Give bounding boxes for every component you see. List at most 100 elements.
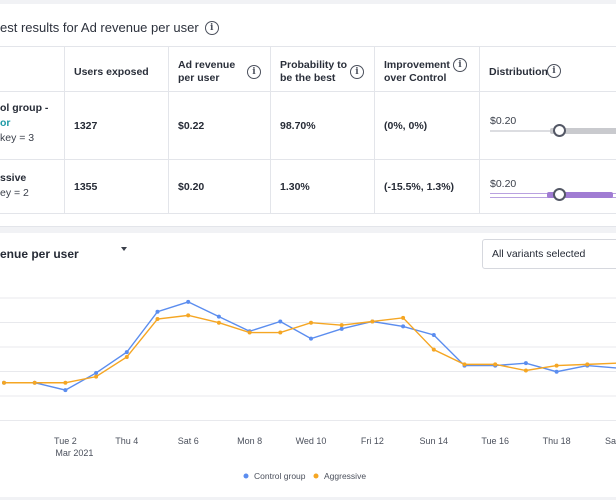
header-probability: Probability to be the best i [270, 47, 374, 91]
x-tick-label: Sat 20 [605, 436, 616, 446]
data-point [309, 320, 313, 325]
data-point [155, 309, 160, 314]
header-ad-revenue-line1: Ad revenue [178, 59, 236, 71]
legend-label: Aggressive [324, 471, 366, 481]
variant-select-value: All variants selected [492, 248, 586, 260]
probability-value: 98.70% [270, 92, 374, 159]
x-tick-label: Fri 12 [361, 436, 384, 446]
variant-name: ol group - [0, 102, 49, 114]
results-title-text: est results for Ad revenue per user [0, 20, 199, 35]
variant-key: key = 3 [0, 132, 35, 144]
data-point [124, 355, 129, 360]
distribution-label: $0.20 [490, 115, 517, 127]
header-improvement-line2: over Control [384, 72, 447, 84]
variant-name: ssive [0, 172, 27, 184]
chart-grid [0, 297, 616, 421]
variant-cell: ssive ey = 2 [0, 160, 29, 213]
header-users-exposed-label: Users exposed [74, 66, 149, 78]
data-point [493, 362, 498, 367]
ad-revenue-value: $0.20 [168, 160, 270, 213]
data-point [401, 315, 406, 320]
results-title: est results for Ad revenue per user i [0, 20, 219, 35]
data-point [63, 388, 68, 393]
distribution-range [546, 192, 613, 198]
improvement-value: (0%, 0%) [374, 92, 479, 159]
info-icon[interactable]: i [350, 65, 364, 79]
results-table: Users exposed Ad revenue per user i Prob… [0, 46, 616, 214]
chart-points [2, 299, 590, 393]
distribution-label: $0.20 [490, 178, 517, 190]
ad-revenue-value: $0.22 [168, 92, 270, 159]
data-point [216, 314, 221, 319]
x-tick-label: Thu 18 [543, 436, 571, 446]
data-point [554, 363, 559, 368]
chevron-down-icon[interactable] [121, 247, 127, 251]
data-point [278, 330, 283, 335]
x-axis-ticks: Tue 2 Thu 4 Sat 6 Mon 8 Wed 10 Fri 12 Sun 14 Tu… [54, 436, 616, 458]
data-point [462, 362, 467, 367]
data-point [278, 319, 283, 324]
data-point [94, 374, 99, 379]
variant-tag: or [0, 117, 11, 129]
info-icon[interactable]: i [204, 20, 219, 35]
data-point [247, 330, 252, 335]
distribution-point[interactable] [552, 124, 566, 137]
results-panel: est results for Ad revenue per user i Use… [0, 0, 616, 227]
legend-label: Control group [254, 471, 306, 481]
data-point [186, 299, 191, 304]
data-point [339, 326, 344, 331]
chart-legend: Control group Aggressive [243, 471, 366, 481]
header-improvement: Improvement over Control i [374, 47, 479, 91]
distribution-plot: $0.20 [479, 92, 616, 159]
distribution-plot: $0.20 [479, 160, 616, 213]
variant-cell: ol group - or key = 3 [0, 92, 48, 159]
header-ad-revenue-line2: per user [178, 72, 220, 84]
variant-select[interactable]: All variants selected [482, 239, 616, 269]
data-point [523, 361, 528, 366]
x-tick-label: Sun 14 [420, 436, 449, 446]
data-point [216, 320, 221, 325]
data-point [523, 368, 528, 373]
table-row: ol group - or key = 3 1327 $0.22 98.70% … [0, 91, 616, 159]
data-point [155, 317, 160, 322]
legend-marker [313, 473, 319, 479]
users-exposed-value: 1355 [64, 160, 168, 213]
data-point [186, 313, 191, 318]
x-tick-label: Sat 6 [178, 436, 199, 446]
probability-value: 1.30% [270, 160, 374, 213]
x-tick-label: Mon 8 [237, 436, 262, 446]
table-row: ssive ey = 2 1355 $0.20 1.30% (-15.5%, 1… [0, 159, 616, 213]
distribution-point[interactable] [552, 188, 566, 201]
data-point [431, 332, 436, 337]
data-point [401, 324, 406, 329]
x-tick-label: Thu 4 [115, 436, 138, 446]
data-point [63, 380, 68, 385]
x-tick-label: Tue 16 [481, 436, 509, 446]
revenue-chart: Tue 2 Thu 4 Sat 6 Mon 8 Wed 10 Fri 12 Sun 14 Tu… [0, 297, 616, 481]
data-point [32, 380, 37, 385]
data-point [554, 369, 559, 374]
header-improvement-line1: Improvement [384, 59, 450, 71]
x-tick-label: Wed 10 [296, 436, 327, 446]
data-point [431, 347, 436, 352]
data-point [2, 380, 6, 385]
header-distribution: Distribution i [479, 47, 616, 91]
data-point [585, 362, 590, 367]
header-distribution-label: Distribution [489, 66, 548, 78]
x-tick-label: Tue 2 [54, 436, 77, 446]
header-probability-line1: Probability to [280, 59, 348, 71]
data-point [339, 323, 344, 328]
data-point [309, 336, 313, 341]
chart-title: enue per user [0, 247, 79, 261]
info-icon[interactable]: i [247, 65, 261, 79]
data-point [124, 350, 129, 355]
variant-key: ey = 2 [0, 187, 29, 199]
header-users-exposed: Users exposed [64, 47, 168, 91]
info-icon[interactable]: i [453, 58, 467, 72]
info-icon[interactable]: i [547, 64, 561, 78]
users-exposed-value: 1327 [64, 92, 168, 159]
distribution-range [549, 128, 616, 134]
data-point [94, 370, 99, 375]
chart-panel: enue per user All variants selected [0, 233, 616, 497]
header-probability-line2: be the best [280, 72, 336, 84]
